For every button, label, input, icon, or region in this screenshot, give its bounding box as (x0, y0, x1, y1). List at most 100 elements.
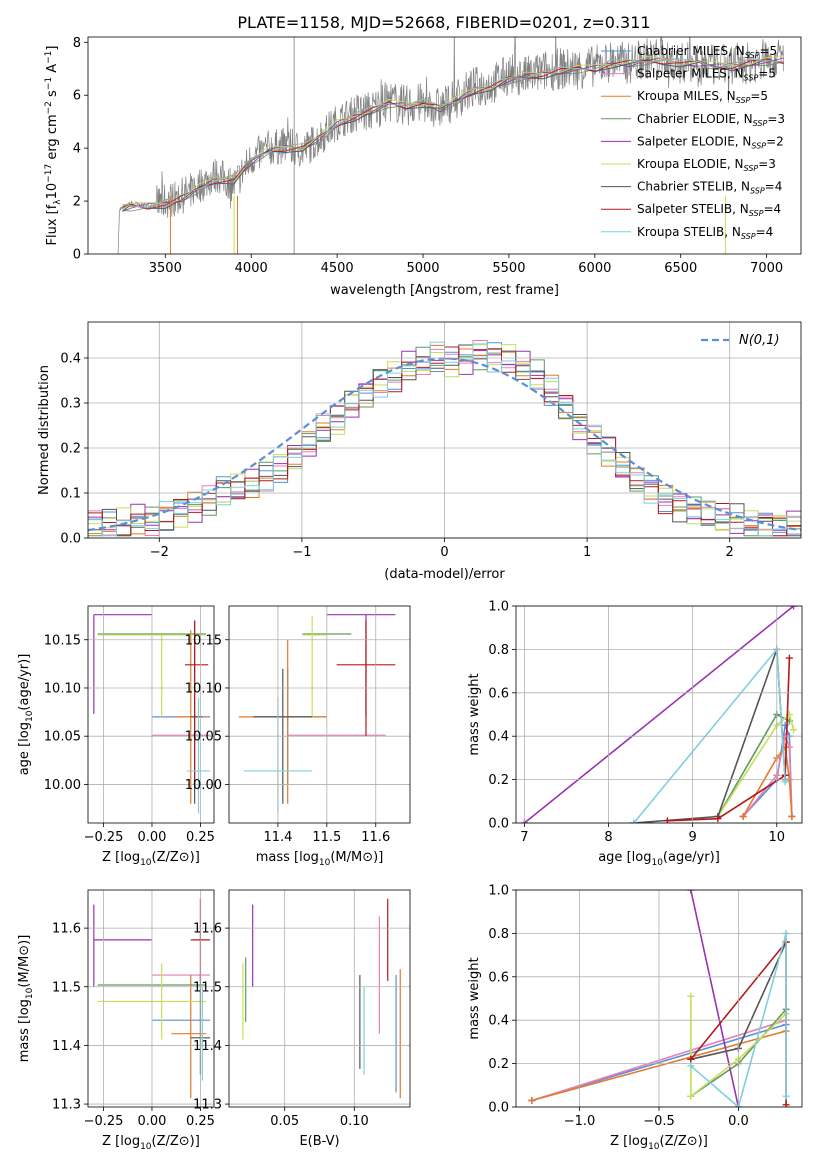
legend-label: Salpeter ELODIE, NSSP=2 (637, 134, 784, 150)
legend-rest: =4 (756, 225, 774, 239)
label-part: λ (53, 199, 63, 205)
label-rest: (age/yr)] (17, 654, 32, 711)
legend-rest: =4 (765, 180, 783, 194)
x-tick-label: 3500 (149, 261, 182, 276)
plot-area (117, 37, 784, 254)
axes-weight_vs_age: 7 8 9 10 0.0 0.2 0.4 0.6 0.8 1.0 age [log10(age/yr… (467, 600, 803, 868)
x-axis-label: Z [log10(Z/Z⊙)] (610, 1134, 708, 1152)
y-tick-label: 10.15 (44, 633, 81, 648)
weight-line (717, 713, 795, 817)
x-tick-label: 6000 (578, 261, 611, 276)
legend-sub: SSP (753, 119, 768, 128)
label-sub: 10 (140, 1142, 152, 1152)
y-tick-label: 10.10 (44, 681, 81, 696)
x-tick-label: 0.10 (340, 1114, 369, 1129)
x-tick-label: 5000 (406, 261, 439, 276)
y-tick-label: 0.4 (488, 1014, 509, 1029)
x-tick-label: −1.0 (564, 1114, 596, 1129)
label-part: −1 (44, 51, 54, 64)
plot-area (238, 614, 396, 814)
axes-frame (228, 889, 411, 1108)
weight-marker (663, 817, 671, 823)
label-sub: 10 (651, 858, 663, 868)
legend-label: Chabrier ELODIE, NSSP=3 (637, 112, 785, 128)
y-axis-label: mass [log10(M/M⊙)] (17, 935, 35, 1063)
model-line (122, 58, 784, 209)
y-tick-label: 0.0 (60, 532, 81, 547)
label-part: −2 (44, 101, 54, 114)
label-sub: 10 (319, 858, 331, 868)
legend-sub: SSP (751, 141, 766, 150)
x-tick-label: 0.00 (137, 1114, 166, 1129)
y-tick-label: 11.5 (52, 980, 81, 995)
axes-residuals: −2 −1 0 1 2 0.0 0.1 0.2 0.3 0.4 (data-model)/error… (37, 321, 802, 582)
label-sub: 10 (25, 987, 35, 999)
label-rest: (age/yr)] (663, 850, 720, 865)
legend-rest: =2 (766, 134, 784, 148)
x-tick-label: 8 (604, 830, 612, 845)
label-rest: (Z/Z⊙)] (152, 1134, 200, 1149)
y-tick-label: 11.4 (193, 1039, 222, 1054)
axes-frame (515, 889, 803, 1108)
x-tick-label: 4500 (321, 261, 354, 276)
axes-spectrum: 3500 4000 4500 5000 5500 6000 6500 7000 0 2 4 6 8 wav… (44, 36, 802, 298)
x-tick-label: 0.00 (137, 830, 166, 845)
y-tick-label: 11.6 (52, 922, 81, 937)
legend-sub: SSP (745, 51, 760, 60)
label-rest: (M/M⊙)] (17, 935, 32, 988)
axes-age_vs_Z: −0.25 0.00 0.25 10.00 10.05 10.10 10.15 Z [log1… (17, 605, 215, 868)
label-sub: 10 (25, 710, 35, 722)
weight-marker (785, 654, 793, 662)
x-tick-label: 2 (726, 545, 734, 560)
legend-sub: SSP (736, 96, 751, 105)
y-tick-label: 1.0 (488, 600, 509, 615)
x-tick-label: −1 (292, 545, 311, 560)
legend-rest: =4 (763, 202, 781, 216)
x-tick-label: 5500 (492, 261, 525, 276)
y-tick-label: 0.2 (488, 773, 509, 788)
x-axis-label: E(B-V) (299, 1134, 339, 1149)
weight-marker (739, 812, 747, 820)
axes-age_vs_mass: 11.4 11.5 11.6 10.00 10.05 10.10 10.15 mass [lo… (185, 605, 411, 868)
label-sub: 10 (140, 858, 152, 868)
legend-sub: SSP (744, 74, 759, 83)
label-rest: (Z/Z⊙)] (660, 1134, 708, 1149)
x-tick-label: 4000 (235, 261, 268, 276)
axes-frame (228, 605, 411, 824)
x-tick-label: 6500 (664, 261, 697, 276)
y-tick-label: 11.3 (52, 1098, 81, 1113)
y-tick-label: 0.6 (488, 970, 509, 985)
axes-frame (87, 605, 215, 824)
y-tick-label: 0.3 (60, 397, 81, 412)
label-part: s (45, 90, 60, 101)
label-rest: (Z/Z⊙)] (152, 850, 200, 865)
label-part: ] (45, 46, 60, 51)
legend-rest: =3 (767, 112, 785, 126)
x-tick-label: 1 (583, 545, 591, 560)
weight-marker (687, 890, 695, 894)
y-tick-label: 0.6 (488, 686, 509, 701)
y-tick-label: 0.8 (488, 643, 509, 658)
weight-line (667, 658, 791, 822)
x-tick-label: 11.5 (312, 830, 341, 845)
weight-marker (687, 1092, 695, 1100)
legend-rest: =5 (759, 44, 777, 58)
legend-label: Salpeter STELIB, NSSP=4 (637, 202, 781, 218)
weight-marker (528, 1096, 536, 1104)
x-tick-label: 7 (520, 830, 528, 845)
axes-mass_vs_ebv: 0.05 0.10 11.3 11.4 11.5 11.6 E(B-V) (193, 889, 411, 1149)
x-tick-label: 0 (440, 545, 448, 560)
legend-sub: SSP (749, 209, 764, 218)
x-axis-label: mass [log10(M/M⊙)] (256, 850, 384, 868)
legend-sub: SSP (744, 164, 759, 173)
x-tick-label: 11.6 (361, 830, 390, 845)
y-tick-label: 0.4 (488, 730, 509, 745)
axes-weight_vs_Z: −1.0 −0.5 0.0 0.0 0.2 0.4 0.6 0.8 1.0 Z [log10(Z/… (467, 884, 803, 1152)
y-tick-label: 0.2 (488, 1057, 509, 1072)
y-tick-label: 8 (73, 36, 81, 51)
y-tick-label: 6 (73, 89, 81, 104)
weight-line (690, 996, 787, 1098)
x-tick-label: −0.25 (84, 1114, 124, 1129)
weight-marker (790, 606, 798, 610)
